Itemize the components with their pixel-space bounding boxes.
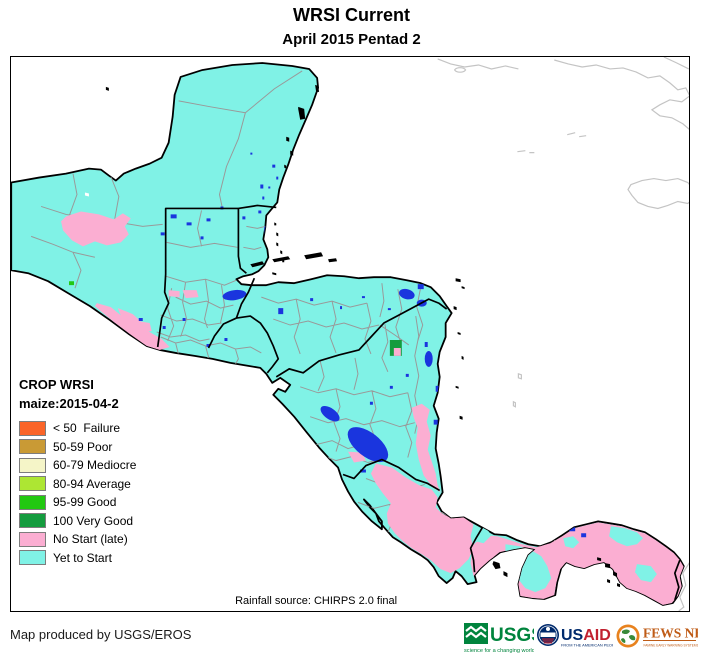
swatch-no-start [19,531,46,547]
fewsnet-logo: FEWS NET FAMINE EARLY WARNING SYSTEMS NE… [616,624,699,648]
country-borders [156,204,681,601]
legend-item-failure: < 50 Failure [19,419,136,438]
usgs-wave-icon [464,623,488,644]
fewsnet-tagline: FAMINE EARLY WARNING SYSTEMS NETWORK [644,644,699,648]
legend-item-poor: 50-59 Poor [19,438,136,457]
legend-item-average: 80-94 Average [19,475,136,494]
legend-item-yet-to-start: Yet to Start [19,549,136,568]
wrsi-good-patches [69,281,402,356]
map-subtitle: April 2015 Pentad 2 [282,31,421,48]
swatch-failure [19,420,46,436]
swatch-poor [19,439,46,455]
central-america-map [11,57,689,611]
legend: CROP WRSI maize:2015-04-2 < 50 Failure 5… [19,377,136,567]
map-credit: Map produced by USGS/EROS [10,627,192,642]
usgs-logo-text: USGS [490,625,534,646]
fewsnet-logo-text: FEWS NET [643,626,698,641]
swatch-good [19,494,46,510]
usaid-seal-icon [537,624,559,646]
map-canvas: CROP WRSI maize:2015-04-2 < 50 Failure 5… [10,56,690,612]
usaid-tagline: FROM THE AMERICAN PEOPLE [561,643,613,648]
legend-item-very-good: 100 Very Good [19,512,136,531]
legend-item-good: 95-99 Good [19,493,136,512]
legend-item-no-start: No Start (late) [19,530,136,549]
rainfall-source-note: Rainfall source: CHIRPS 2.0 final [235,595,398,607]
fewsnet-globe-icon [616,624,640,648]
swatch-average [19,476,46,492]
usgs-tagline: science for a changing world [464,648,534,654]
usaid-logo-text: USAID [561,627,611,644]
footer-logos: USGS science for a changing world USAID … [464,620,698,654]
legend-subtitle: maize:2015-04-2 [19,396,119,411]
legend-title: CROP WRSI [19,377,94,392]
usgs-logo: USGS science for a changing world [464,623,534,654]
legend-item-mediocre: 60-79 Mediocre [19,456,136,475]
map-title: WRSI Current [293,5,410,25]
caribbean-island-outlines [437,57,689,611]
swatch-yet-to-start [19,550,46,566]
swatch-mediocre [19,457,46,473]
swatch-very-good [19,513,46,529]
usaid-logo: USAID FROM THE AMERICAN PEOPLE [537,624,613,648]
